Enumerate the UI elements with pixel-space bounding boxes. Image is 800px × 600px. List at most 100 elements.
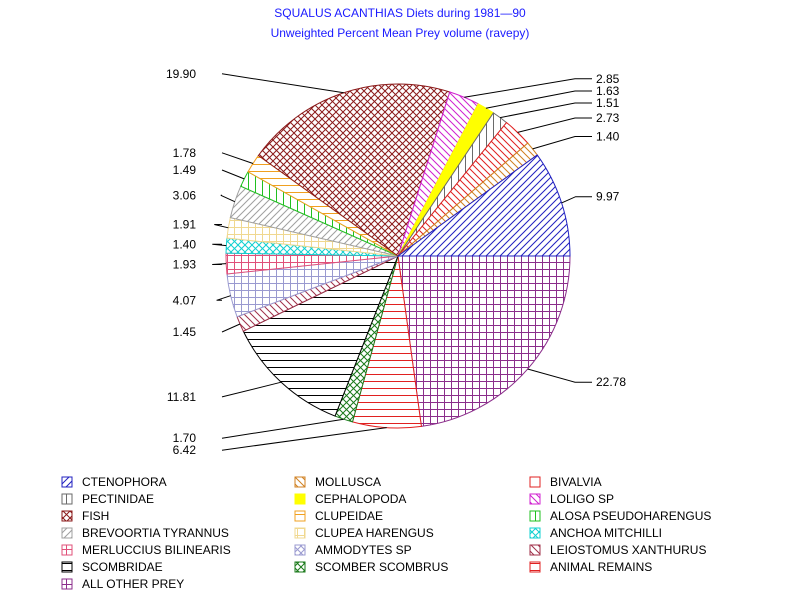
legend-label: ANCHOA MITCHILLI <box>550 526 662 540</box>
pie-slice-ctenophora <box>396 154 571 257</box>
legend-label: BIVALVIA <box>550 475 602 489</box>
value-label-mollusca: 1.40 <box>596 130 620 144</box>
legend-swatch <box>529 476 541 488</box>
leader-line-scomber-scombrus <box>221 418 344 439</box>
legend-swatch <box>529 510 541 522</box>
value-label-ctenophora: 9.97 <box>596 190 620 204</box>
legend-item-merluccius-bilinearis: MERLUCCIUS BILINEARIS <box>61 543 231 557</box>
leader-line-loligo-sp <box>464 78 592 98</box>
legend-label: MERLUCCIUS BILINEARIS <box>82 543 231 557</box>
legend-item-fish: FISH <box>61 509 109 523</box>
legend-item-bivalvia: BIVALVIA <box>529 475 602 489</box>
leader-line-fish <box>221 73 344 94</box>
legend-label: LEIOSTOMUS XANTHURUS <box>550 543 706 557</box>
legend-label: PECTINIDAE <box>82 492 154 506</box>
chart-subtitle: Unweighted Percent Mean Prey volume (rav… <box>271 26 530 40</box>
legend-label: MOLLUSCA <box>315 475 381 489</box>
legend-item-clupeidae: CLUPEIDAE <box>294 509 383 523</box>
leader-line-mollusca <box>532 136 592 150</box>
legend-label: CTENOPHORA <box>82 475 167 489</box>
legend-swatch <box>529 527 541 539</box>
leader-line-ctenophora <box>561 196 592 204</box>
value-label-loligo-sp: 2.85 <box>596 72 620 86</box>
legend-item-anchoa-mitchilli: ANCHOA MITCHILLI <box>529 526 662 540</box>
leader-line-pectinidae <box>500 102 592 119</box>
legend-label: CLUPEA HARENGUS <box>315 526 434 540</box>
pie-slice-all-other-prey <box>397 255 571 427</box>
legend-item-pectinidae: PECTINIDAE <box>61 492 154 506</box>
legend-label: ALOSA PSEUDOHARENGUS <box>550 509 711 523</box>
legend-label: BREVOORTIA TYRANNUS <box>82 526 229 540</box>
value-label-cephalopoda: 1.63 <box>596 84 620 98</box>
value-label-pectinidae: 1.51 <box>596 96 620 110</box>
legend-item-leiostomus-xanthurus: LEIOSTOMUS XANTHURUS <box>529 543 706 557</box>
leader-line-brevoortia-tyrannus <box>220 194 236 203</box>
legend-swatch <box>61 527 73 539</box>
leader-line-alosa-pseudoharengus <box>221 169 245 180</box>
legend-label: FISH <box>82 509 109 523</box>
value-label-bivalvia: 2.73 <box>596 111 620 125</box>
legend-swatch <box>294 476 306 488</box>
value-label-clupeidae: 1.78 <box>173 146 197 160</box>
leader-line-ammodytes-sp <box>216 295 231 301</box>
legend-label: AMMODYTES SP <box>315 543 412 557</box>
legend-item-loligo-sp: LOLIGO SP <box>529 492 614 506</box>
value-label-ammodytes-sp: 4.07 <box>173 293 197 307</box>
leader-line-scombridae <box>221 381 282 398</box>
legend-item-ctenophora: CTENOPHORA <box>61 475 167 489</box>
legend-label: ALL OTHER PREY <box>82 577 184 591</box>
legend-swatch <box>61 561 73 573</box>
value-label-alosa-pseudoharengus: 1.49 <box>173 163 197 177</box>
legend-swatch <box>61 544 73 556</box>
legend-swatch <box>61 510 73 522</box>
legend-item-clupea-harengus: CLUPEA HARENGUS <box>294 526 434 540</box>
legend-item-alosa-pseudoharengus: ALOSA PSEUDOHARENGUS <box>529 509 711 523</box>
legend-swatch <box>529 561 541 573</box>
legend-swatch <box>294 527 306 539</box>
leader-line-all-other-prey <box>527 368 592 383</box>
value-label-brevoortia-tyrannus: 3.06 <box>173 188 197 202</box>
legend-item-ammodytes-sp: AMMODYTES SP <box>294 543 412 557</box>
legend-swatch <box>294 544 306 556</box>
slice-labels: 2.851.631.512.73 1.40 9.97 22.78 19.90 1.78 1.… <box>166 67 626 457</box>
legend-swatch <box>61 493 73 505</box>
value-label-all-other-prey: 22.78 <box>596 375 626 389</box>
chart-title: SQUALUS ACANTHIAS Diets during 1981—90 <box>274 6 526 20</box>
legend-item-cephalopoda: CEPHALOPODA <box>294 492 406 506</box>
legend: CTENOPHORA MOLLUSCA BIVALVIA PECTINIDAE CEPH… <box>61 475 711 591</box>
legend-label: ANIMAL REMAINS <box>550 560 652 574</box>
legend-item-scomber-scombrus: SCOMBER SCOMBRUS <box>294 560 448 574</box>
legend-item-animal-remains: ANIMAL REMAINS <box>529 560 652 574</box>
value-label-animal-remains: 6.42 <box>173 443 197 457</box>
leader-line-merluccius-bilinearis <box>212 263 227 265</box>
leader-line-bivalvia <box>517 117 592 133</box>
legend-item-mollusca: MOLLUSCA <box>294 475 381 489</box>
legend-swatch <box>61 476 73 488</box>
leader-line-anchoa-mitchilli <box>212 243 227 247</box>
leader-line-clupea-harengus <box>214 224 229 229</box>
legend-swatch <box>61 578 73 590</box>
pie-slices <box>225 83 571 429</box>
leader-line-cephalopoda <box>485 90 592 109</box>
legend-item-all-other-prey: ALL OTHER PREY <box>61 577 184 591</box>
value-label-merluccius-bilinearis: 1.93 <box>173 258 197 272</box>
legend-label: CEPHALOPODA <box>315 492 406 506</box>
legend-item-brevoortia-tyrannus: BREVOORTIA TYRANNUS <box>61 526 229 540</box>
value-label-fish: 19.90 <box>166 67 196 81</box>
value-label-leiostomus-xanthurus: 1.45 <box>173 325 197 339</box>
leader-line-leiostomus-xanthurus <box>221 323 241 333</box>
legend-swatch <box>529 544 541 556</box>
value-label-scomber-scombrus: 1.70 <box>173 431 197 445</box>
legend-swatch <box>529 493 541 505</box>
value-label-anchoa-mitchilli: 1.40 <box>173 237 197 251</box>
legend-swatch <box>294 493 306 505</box>
value-label-clupea-harengus: 1.91 <box>173 218 197 232</box>
legend-swatch <box>294 561 306 573</box>
legend-label: SCOMBRIDAE <box>82 560 163 574</box>
legend-swatch <box>294 510 306 522</box>
legend-label: CLUPEIDAE <box>315 509 383 523</box>
value-label-scombridae: 11.81 <box>167 390 196 404</box>
leader-line-animal-remains <box>221 427 387 451</box>
legend-label: LOLIGO SP <box>550 492 614 506</box>
